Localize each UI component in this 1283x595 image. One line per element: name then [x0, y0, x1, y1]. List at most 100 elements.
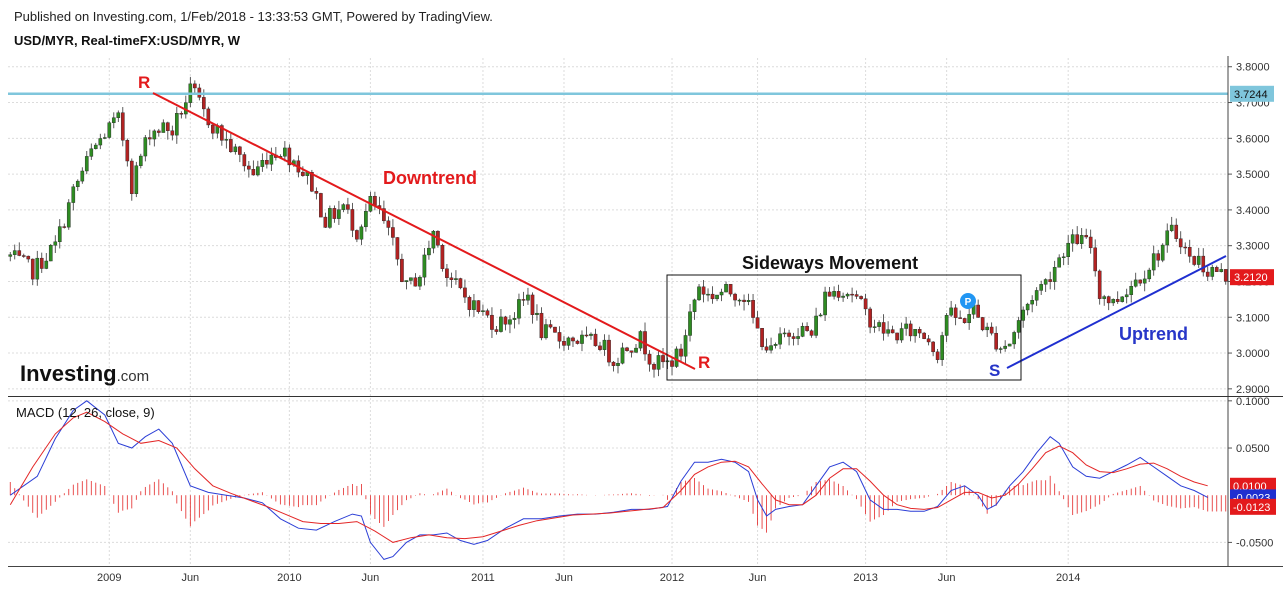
candle-body [818, 314, 823, 317]
candle-body [1057, 257, 1062, 268]
candle-body [1075, 234, 1080, 244]
candle-body [472, 300, 476, 310]
candle-body [755, 317, 760, 329]
candle-body [1165, 230, 1170, 246]
candle-body [62, 226, 67, 228]
candle-body [782, 332, 787, 335]
candle-body [247, 165, 251, 170]
candle-body [1156, 253, 1161, 261]
candle-body [940, 335, 944, 360]
candle-body [499, 316, 503, 332]
candle-body [12, 250, 17, 255]
candle-body [737, 299, 742, 302]
candle-body [1129, 286, 1134, 295]
candle-body [283, 147, 287, 157]
x-tick-label: Jun [362, 572, 380, 584]
candle-body [661, 355, 665, 363]
candle-body [670, 360, 674, 367]
candle-body [679, 348, 683, 357]
candle-body [746, 300, 751, 302]
candle-body [863, 298, 868, 310]
candle-body [899, 328, 904, 341]
candle-body [625, 347, 629, 351]
candle-body [1124, 294, 1129, 298]
candle-body [48, 245, 53, 262]
uptrend-line [1006, 255, 1227, 369]
candle-body [233, 146, 238, 153]
candle-body [53, 241, 58, 246]
candle-body [598, 345, 602, 350]
candle-body [1214, 267, 1219, 272]
candle-body [926, 338, 931, 343]
candle-body [854, 294, 859, 297]
candle-body [490, 314, 494, 330]
uptrend-label: Uptrend [1119, 324, 1188, 344]
candle-body [629, 350, 634, 353]
candle-body [400, 258, 404, 282]
candle-body [1066, 242, 1071, 258]
candle-body [710, 293, 715, 300]
candle-body [1174, 224, 1179, 239]
candle-body [1003, 345, 1007, 349]
published-info: Published on Investing.com, 1/Feb/2018 -… [14, 9, 493, 24]
candle-body [652, 364, 656, 370]
signal-line [9, 411, 1208, 543]
candle-body [949, 307, 953, 316]
candle-body [193, 83, 197, 89]
candle-body [404, 280, 409, 282]
candle-body [512, 318, 517, 320]
candle-body [1030, 300, 1034, 305]
candle-body [508, 319, 512, 325]
candle-body [224, 139, 229, 141]
candle-body [287, 147, 292, 166]
candle-body [1025, 303, 1030, 311]
price-candles [8, 76, 1228, 378]
resistance-price-badge: 3.7244 [1234, 89, 1268, 101]
candle-body [80, 170, 85, 182]
candle-body [886, 329, 890, 334]
candle-body [102, 137, 107, 139]
x-tick-label: 2012 [660, 572, 684, 584]
candle-body [589, 333, 593, 336]
candle-body [575, 340, 580, 344]
candle-body [260, 160, 265, 167]
candle-body [760, 327, 764, 348]
candle-body [917, 329, 922, 334]
p-badge[interactable] [960, 293, 976, 309]
candle-body [161, 122, 166, 133]
candle-body [998, 348, 1003, 350]
candle-body [665, 360, 670, 363]
candle-body [562, 341, 566, 346]
candle-body [706, 293, 710, 296]
candle-body [39, 257, 44, 269]
candle-body [908, 323, 913, 337]
candle-body [1223, 269, 1228, 282]
histogram-value-badge-bg [1230, 498, 1276, 515]
candle-body [211, 124, 215, 134]
candle-body [535, 312, 539, 315]
candle-body [1219, 269, 1224, 272]
x-tick-label: Jun [555, 572, 573, 584]
p-badge-text: P [965, 297, 972, 308]
candle-body [544, 324, 548, 339]
candle-body [346, 204, 350, 210]
candle-body [1138, 279, 1143, 284]
candle-body [958, 317, 962, 319]
candle-body [814, 315, 818, 336]
current-price-badge: 3.2120 [1234, 272, 1268, 284]
candle-body [985, 326, 989, 331]
candle-body [890, 329, 895, 334]
resistance-bottom-label: R [698, 353, 710, 372]
candle-body [967, 314, 971, 324]
candle-body [517, 299, 521, 319]
x-tick-label: 2010 [277, 572, 301, 584]
candle-body [152, 130, 157, 140]
macd-title: MACD (12, 26, close, 9) [16, 405, 155, 420]
candle-body [301, 171, 305, 176]
y-tick-label: 3.0000 [1236, 348, 1270, 360]
candle-body [647, 353, 652, 365]
candle-body [359, 226, 364, 240]
candle-body [1039, 284, 1043, 291]
candle-body [805, 326, 809, 331]
